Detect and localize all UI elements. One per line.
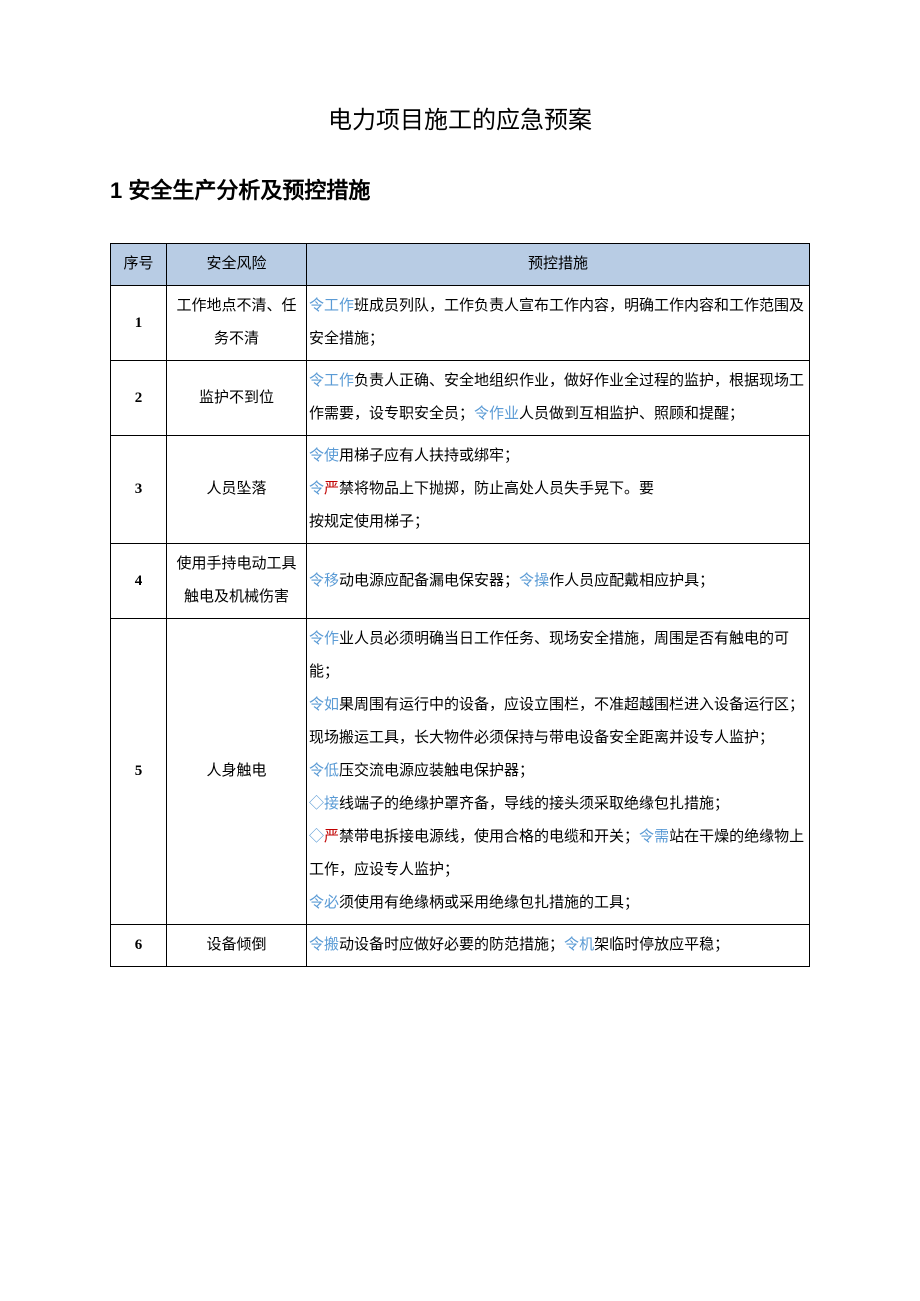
measure-cell: 令工作班成员列队，工作负责人宣布工作内容，明确工作内容和工作范围及安全措施； bbox=[307, 286, 810, 361]
risk-table: 序号 安全风险 预控措施 1工作地点不清、任务不清令工作班成员列队，工作负责人宣… bbox=[110, 243, 810, 967]
measure-text: 令 bbox=[309, 448, 324, 464]
measure-text: 架临时停放应平稳； bbox=[594, 937, 729, 953]
measure-text: 令 bbox=[474, 406, 489, 422]
measure-text: 需 bbox=[654, 829, 669, 845]
measure-text: 令 bbox=[309, 631, 324, 647]
measure-text: 令 bbox=[309, 481, 324, 497]
risk-cell: 监护不到位 bbox=[167, 361, 307, 436]
measure-text: 操 bbox=[534, 573, 549, 589]
table-row: 1工作地点不清、任务不清令工作班成员列队，工作负责人宣布工作内容，明确工作内容和… bbox=[111, 286, 810, 361]
header-risk: 安全风险 bbox=[167, 244, 307, 286]
measure-cell: 令使用梯子应有人扶持或绑牢；令严禁将物品上下抛掷，防止高处人员失手晃下。要按规定… bbox=[307, 436, 810, 544]
measure-text: 令 bbox=[309, 298, 324, 314]
table-row: 6设备倾倒令搬动设备时应做好必要的防范措施；令机架临时停放应平稳； bbox=[111, 925, 810, 967]
measure-text: 按规定使用梯子； bbox=[309, 514, 429, 530]
measure-text: 搬 bbox=[324, 937, 339, 953]
measure-text: 动设备时应做好必要的防范措施； bbox=[339, 937, 564, 953]
risk-cell: 设备倾倒 bbox=[167, 925, 307, 967]
measure-text: 严 bbox=[324, 481, 339, 497]
measure-cell: 令搬动设备时应做好必要的防范措施；令机架临时停放应平稳； bbox=[307, 925, 810, 967]
seq-cell: 4 bbox=[111, 544, 167, 619]
measure-cell: 令移动电源应配备漏电保安器；令操作人员应配戴相应护具； bbox=[307, 544, 810, 619]
measure-text: 令 bbox=[309, 373, 324, 389]
table-row: 4使用手持电动工具触电及机械伤害令移动电源应配备漏电保安器；令操作人员应配戴相应… bbox=[111, 544, 810, 619]
measure-text: 禁将物品上下抛掷，防止高处人员失手晃下。要 bbox=[339, 481, 654, 497]
measure-text: 移 bbox=[324, 573, 339, 589]
header-measure: 预控措施 bbox=[307, 244, 810, 286]
section-heading: 1 安全生产分析及预控措施 bbox=[110, 173, 810, 205]
seq-cell: 2 bbox=[111, 361, 167, 436]
measure-text: 令 bbox=[309, 763, 324, 779]
measure-text: 接 bbox=[324, 796, 339, 812]
seq-cell: 1 bbox=[111, 286, 167, 361]
risk-cell: 人身触电 bbox=[167, 619, 307, 925]
measure-text: 机 bbox=[579, 937, 594, 953]
measure-text: 令 bbox=[309, 895, 324, 911]
measure-text: 动电源应配备漏电保安器； bbox=[339, 573, 519, 589]
measure-text: 作业 bbox=[489, 406, 519, 422]
measure-text: 低 bbox=[324, 763, 339, 779]
measure-text: ◇ bbox=[309, 829, 324, 845]
table-header-row: 序号 安全风险 预控措施 bbox=[111, 244, 810, 286]
measure-text: 压交流电源应装触电保护器； bbox=[339, 763, 534, 779]
measure-text: 必 bbox=[324, 895, 339, 911]
seq-cell: 3 bbox=[111, 436, 167, 544]
measure-text: 严 bbox=[324, 829, 339, 845]
page-title: 电力项目施工的应急预案 bbox=[110, 100, 810, 135]
measure-text: 令 bbox=[309, 573, 324, 589]
measure-text: 作人员应配戴相应护具； bbox=[549, 573, 714, 589]
header-seq: 序号 bbox=[111, 244, 167, 286]
measure-text: 用梯子应有人扶持或绑牢； bbox=[339, 448, 519, 464]
seq-cell: 5 bbox=[111, 619, 167, 925]
measure-cell: 令工作负责人正确、安全地组织作业，做好作业全过程的监护，根据现场工作需要，设专职… bbox=[307, 361, 810, 436]
measure-text: 使 bbox=[324, 448, 339, 464]
measure-text: 工作 bbox=[324, 373, 354, 389]
measure-text: 令 bbox=[309, 697, 324, 713]
measure-text: 如 bbox=[324, 697, 339, 713]
measure-text: 业人员必须明确当日工作任务、现场安全措施，周围是否有触电的可能； bbox=[309, 631, 789, 680]
table-body: 1工作地点不清、任务不清令工作班成员列队，工作负责人宣布工作内容，明确工作内容和… bbox=[111, 286, 810, 967]
measure-text: 线端子的绝缘护罩齐备，导线的接头须采取绝缘包扎措施； bbox=[339, 796, 729, 812]
measure-text: 须使用有绝缘柄或采用绝缘包扎措施的工具； bbox=[339, 895, 639, 911]
table-row: 5人身触电令作业人员必须明确当日工作任务、现场安全措施，周围是否有触电的可能；令… bbox=[111, 619, 810, 925]
measure-text: 作 bbox=[324, 631, 339, 647]
measure-text: 人员做到互相监护、照顾和提醒； bbox=[519, 406, 744, 422]
measure-text: ◇ bbox=[309, 796, 324, 812]
table-row: 3人员坠落令使用梯子应有人扶持或绑牢；令严禁将物品上下抛掷，防止高处人员失手晃下… bbox=[111, 436, 810, 544]
risk-cell: 使用手持电动工具触电及机械伤害 bbox=[167, 544, 307, 619]
seq-cell: 6 bbox=[111, 925, 167, 967]
risk-cell: 工作地点不清、任务不清 bbox=[167, 286, 307, 361]
risk-cell: 人员坠落 bbox=[167, 436, 307, 544]
measure-text: 令 bbox=[309, 937, 324, 953]
measure-text: 禁带电拆接电源线，使用合格的电缆和开关； bbox=[339, 829, 639, 845]
measure-text: 令 bbox=[564, 937, 579, 953]
measure-text: 果周围有运行中的设备，应设立围栏，不准超越围栏进入设备运行区；现场搬运工具，长大… bbox=[309, 697, 804, 746]
measure-text: 令 bbox=[519, 573, 534, 589]
table-row: 2监护不到位令工作负责人正确、安全地组织作业，做好作业全过程的监护，根据现场工作… bbox=[111, 361, 810, 436]
measure-text: 班成员列队，工作负责人宣布工作内容，明确工作内容和工作范围及安全措施； bbox=[309, 298, 804, 347]
measure-cell: 令作业人员必须明确当日工作任务、现场安全措施，周围是否有触电的可能；令如果周围有… bbox=[307, 619, 810, 925]
measure-text: 令 bbox=[639, 829, 654, 845]
measure-text: 工作 bbox=[324, 298, 354, 314]
